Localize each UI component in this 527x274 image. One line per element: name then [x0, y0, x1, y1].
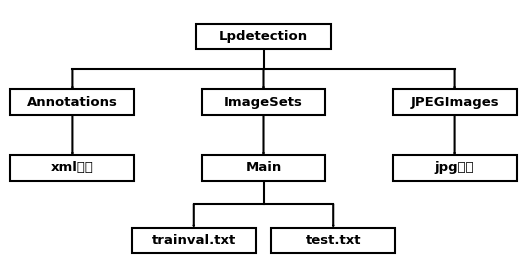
FancyBboxPatch shape [11, 155, 134, 181]
Text: JPEGImages: JPEGImages [411, 96, 499, 109]
Text: jpg文件: jpg文件 [435, 161, 474, 174]
FancyBboxPatch shape [393, 89, 516, 115]
FancyBboxPatch shape [197, 24, 330, 49]
FancyBboxPatch shape [201, 89, 326, 115]
Text: Lpdetection: Lpdetection [219, 30, 308, 43]
FancyBboxPatch shape [132, 228, 256, 253]
Text: trainval.txt: trainval.txt [152, 234, 236, 247]
Text: Annotations: Annotations [27, 96, 118, 109]
FancyBboxPatch shape [11, 89, 134, 115]
FancyBboxPatch shape [393, 155, 516, 181]
FancyBboxPatch shape [271, 228, 395, 253]
Text: ImageSets: ImageSets [224, 96, 303, 109]
FancyBboxPatch shape [201, 155, 326, 181]
Text: Main: Main [246, 161, 281, 174]
Text: test.txt: test.txt [306, 234, 361, 247]
Text: xml文件: xml文件 [51, 161, 94, 174]
